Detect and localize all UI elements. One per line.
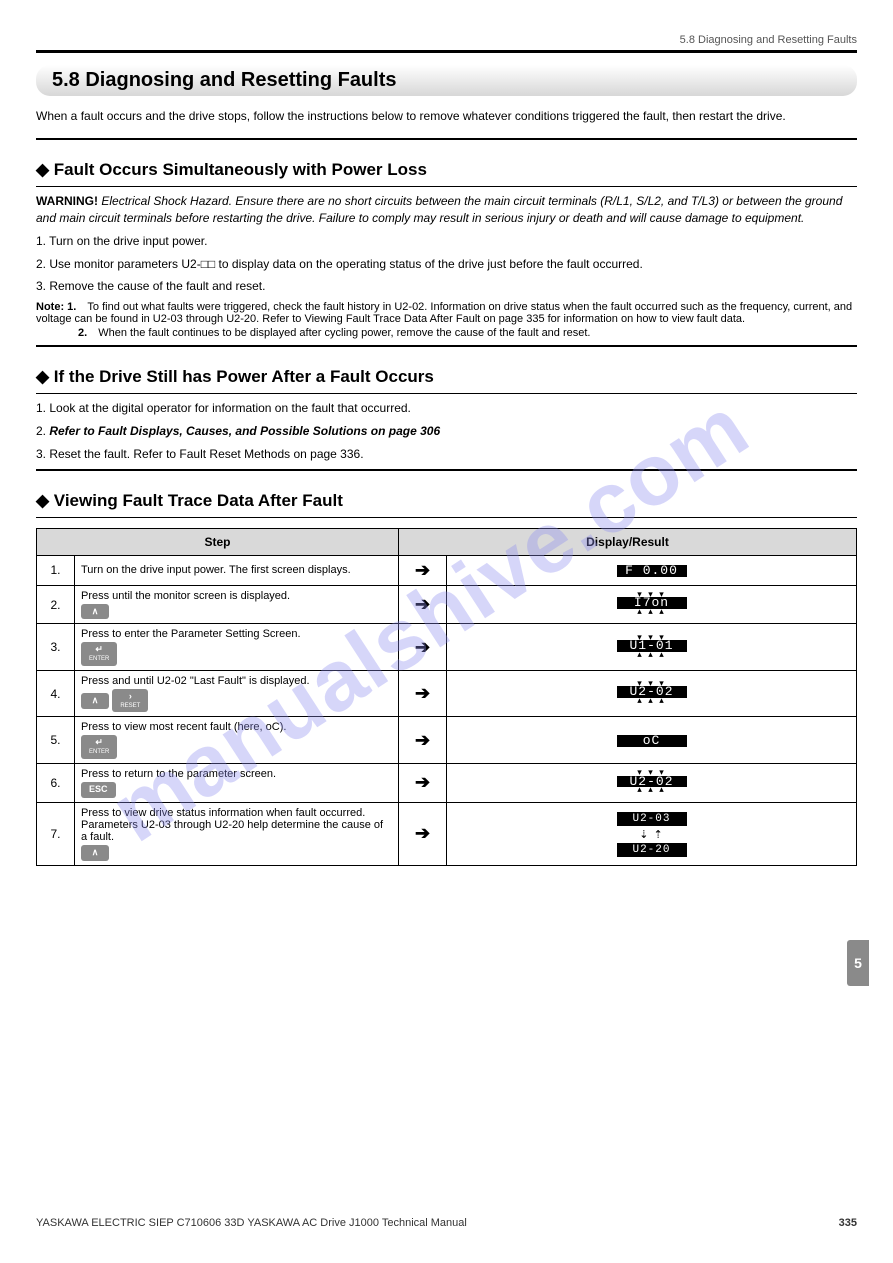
sub2-li2-prefix: 2. xyxy=(36,424,49,438)
step-description: Press to view most recent fault (here, o… xyxy=(75,717,399,763)
result-cell: ▾ ▾ ▾U1-01▴ ▴ ▴ xyxy=(447,624,857,670)
sub2-rule-under xyxy=(36,393,857,394)
right-arrow-icon: ➔ xyxy=(415,683,430,703)
right-arrow-icon: ➔ xyxy=(415,594,430,614)
step-number: 5. xyxy=(37,717,75,763)
step-description: Press until the monitor screen is displa… xyxy=(75,585,399,624)
header-crumb: 5.8 Diagnosing and Resetting Faults xyxy=(36,34,857,46)
table-row: 4.Press and until U2-02 "Last Fault" is … xyxy=(37,670,857,716)
warning-text: Electrical Shock Hazard. Ensure there ar… xyxy=(36,194,842,225)
sub1-warning: WARNING! Electrical Shock Hazard. Ensure… xyxy=(36,193,857,227)
header-rule xyxy=(36,50,857,53)
step-number: 7. xyxy=(37,802,75,865)
enter-keycap: ↵ENTER xyxy=(81,642,117,665)
enter-keycap: ↵ENTER xyxy=(81,735,117,758)
table-row: 2.Press until the monitor screen is disp… xyxy=(37,585,857,624)
sub1-title: ◆ Fault Occurs Simultaneously with Power… xyxy=(36,160,857,180)
right-arrow-icon: ➔ xyxy=(415,730,430,750)
sub1-li1: 1. Turn on the drive input power. xyxy=(36,233,857,250)
step-number: 1. xyxy=(37,555,75,585)
arrow-cell: ➔ xyxy=(399,555,447,585)
step-description: Press and until U2-02 "Last Fault" is di… xyxy=(75,670,399,716)
arrow-cell: ➔ xyxy=(399,717,447,763)
footer-left: YASKAWA ELECTRIC SIEP C710606 33D YASKAW… xyxy=(36,1217,467,1229)
sub3-title-text: Viewing Fault Trace Data After Fault xyxy=(54,491,343,510)
sub2-rule-top xyxy=(36,345,857,347)
step-description: Turn on the drive input power. The first… xyxy=(75,555,399,585)
sub1-li2: 2. Use monitor parameters U2-□□ to displ… xyxy=(36,256,857,273)
dots-icon: ⇣ ⇡ xyxy=(639,828,664,841)
sub2-li2-link: Refer to Fault Displays, Causes, and Pos… xyxy=(49,424,440,438)
arrow-cell: ➔ xyxy=(399,670,447,716)
step-number: 6. xyxy=(37,763,75,802)
sub1-li3: 3. Remove the cause of the fault and res… xyxy=(36,278,857,295)
step-number: 4. xyxy=(37,670,75,716)
table-row: 3.Press to enter the Parameter Setting S… xyxy=(37,624,857,670)
result-cell: ▾ ▾ ▾U2-02▴ ▴ ▴ xyxy=(447,763,857,802)
step-description: Press to return to the parameter screen.… xyxy=(75,763,399,802)
table-row: 6.Press to return to the parameter scree… xyxy=(37,763,857,802)
th-step: Step xyxy=(37,528,399,555)
sub1-note2: 2. When the fault continues to be displa… xyxy=(78,327,857,339)
section-title-bar: 5.8 Diagnosing and Resetting Faults xyxy=(36,65,857,96)
table-row: 5.Press to view most recent fault (here,… xyxy=(37,717,857,763)
lead-paragraph: When a fault occurs and the drive stops,… xyxy=(36,108,857,124)
lcd-display: oC xyxy=(617,735,687,747)
sub2-title: ◆ If the Drive Still has Power After a F… xyxy=(36,367,857,387)
result-cell: oC xyxy=(447,717,857,763)
up-keycap: ∧ xyxy=(81,845,109,861)
step-number: 2. xyxy=(37,585,75,624)
note1-body: To find out what faults were triggered, … xyxy=(36,301,852,325)
result-cell: ▾ ▾ ▾I7on▴ ▴ ▴ xyxy=(447,585,857,624)
right-arrow-icon: ➔ xyxy=(415,637,430,657)
sub1-note1: Note: 1. To find out what faults were tr… xyxy=(36,301,857,325)
up-keycap: ∧ xyxy=(81,693,109,709)
up-keycap: ∧ xyxy=(81,604,109,620)
arrow-cell: ➔ xyxy=(399,802,447,865)
result-cell: U2-03 ⇣ ⇡ U2-20 xyxy=(447,802,857,865)
step-description: Press to enter the Parameter Setting Scr… xyxy=(75,624,399,670)
steps-tbody: 1.Turn on the drive input power. The fir… xyxy=(37,555,857,865)
result-cell: ▾ ▾ ▾U2-02▴ ▴ ▴ xyxy=(447,670,857,716)
sub2-li1: 1. Look at the digital operator for info… xyxy=(36,400,857,417)
sub3-rule-top xyxy=(36,469,857,471)
step-description: Press to view drive status information w… xyxy=(75,802,399,865)
right-arrow-icon: ➔ xyxy=(415,560,430,580)
arrow-cell: ➔ xyxy=(399,585,447,624)
sub1-rule-under xyxy=(36,186,857,187)
sub1-rule-top xyxy=(36,138,857,140)
warning-label: WARNING! xyxy=(36,194,98,208)
arrow-cell: ➔ xyxy=(399,763,447,802)
right-arrow-icon: ➔ xyxy=(415,772,430,792)
lcd-display: U2-20 xyxy=(617,843,687,857)
note2-label: 2. xyxy=(78,327,87,339)
note2-body: When the fault continues to be displayed… xyxy=(98,327,590,339)
right-arrow-icon: ➔ xyxy=(415,823,430,843)
sub2-li2: 2. Refer to Fault Displays, Causes, and … xyxy=(36,423,857,440)
sub1-title-text: Fault Occurs Simultaneously with Power L… xyxy=(54,160,427,179)
reset-keycap: ›RESET xyxy=(112,689,148,712)
esc-keycap: ESC xyxy=(81,782,116,798)
arrow-cell: ➔ xyxy=(399,624,447,670)
th-result: Display/Result xyxy=(399,528,857,555)
sub3-title: ◆ Viewing Fault Trace Data After Fault xyxy=(36,491,857,511)
steps-table: Step Display/Result 1.Turn on the drive … xyxy=(36,528,857,866)
sub2-li3: 3. Reset the fault. Refer to Fault Reset… xyxy=(36,446,857,463)
table-row: 1.Turn on the drive input power. The fir… xyxy=(37,555,857,585)
lcd-display: F 0.00 xyxy=(617,565,687,577)
note1-label: Note: 1. xyxy=(36,301,76,313)
step-number: 3. xyxy=(37,624,75,670)
sub3-rule-under xyxy=(36,517,857,518)
sub2-title-text: If the Drive Still has Power After a Fau… xyxy=(54,367,434,386)
footer-page-number: 335 xyxy=(839,1217,857,1229)
chapter-side-tab: 5 xyxy=(847,940,869,986)
table-row: 7.Press to view drive status information… xyxy=(37,802,857,865)
result-cell: F 0.00 xyxy=(447,555,857,585)
lcd-display: U2-03 xyxy=(617,812,687,826)
